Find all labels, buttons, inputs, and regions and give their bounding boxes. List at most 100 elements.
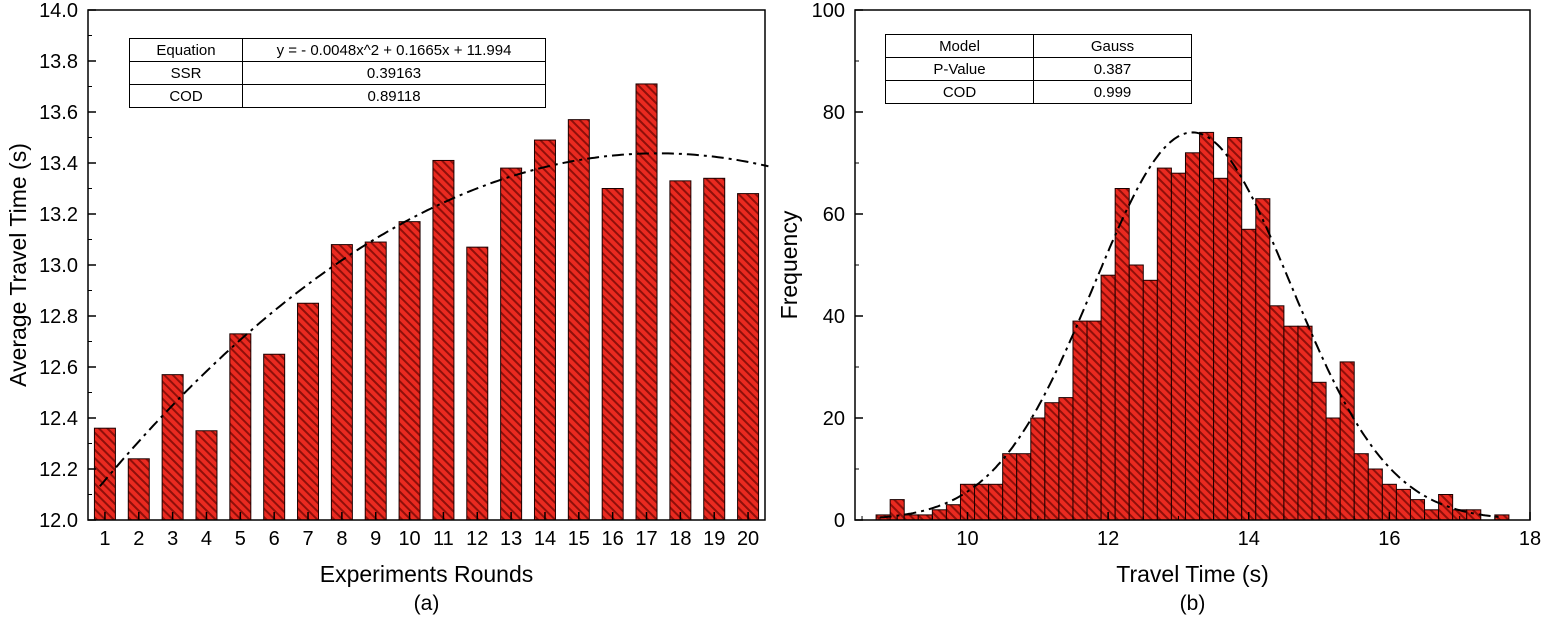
bar-round-17 [635,83,658,521]
histogram-bin [1072,320,1088,521]
histogram-bin [1227,137,1243,521]
inset-table-row: Model Gauss [885,34,1192,58]
y-axis-title: Average Travel Time (s) [5,143,31,387]
histogram-bin [1128,264,1144,521]
panel-caption-b: (b) [1179,592,1206,615]
inset-stat-name: Equation [129,38,243,62]
y-tick-label: 100 [812,0,845,22]
x-tick-label: 20 [737,528,759,550]
y-tick-label: 13.0 [39,255,78,277]
inset-stat-value: 0.39163 [242,61,546,85]
bar-round-9 [364,241,387,521]
bar-round-16 [601,188,624,521]
x-tick-label: 5 [235,528,246,550]
y-tick-label: 40 [823,306,845,328]
chart-b-travel-time-histogram: 0 20 40 60 80 100 10 12 14 16 18 Travel Time (s) Fre… [775,0,1549,626]
chart-a-average-travel-time: 12.0 12.2 12.4 12.6 12.8 13.0 13.2 13.4 13.6 13.8… [5,0,769,615]
inset-stat-name: SSR [129,61,243,85]
x-tick-label: 6 [269,528,280,550]
bar-round-7 [297,302,320,521]
x-tick-label: 14 [1238,528,1260,550]
histogram-bin [1241,228,1257,521]
histogram-bin [917,514,933,521]
histogram-bin [903,514,919,521]
x-tick-label: 15 [568,528,590,550]
histogram-bin [1409,499,1426,521]
histogram-bin [1297,325,1313,521]
histogram-bin [1199,131,1215,521]
x-tick-label: 1 [99,528,110,550]
inset-stat-value: Gauss [1033,34,1192,58]
avg-travel-time-bar-chart-canvas: 12.0 12.2 12.4 12.6 12.8 13.0 13.2 13.4 13.6 13.8… [5,0,769,587]
fit-statistics-table-a: Equation y = - 0.0048x^2 + 0.1665x + 11.9… [129,38,546,108]
bar-round-15 [567,119,590,521]
inset-stat-name: COD [885,80,1034,104]
x-tick-label: 16 [602,528,624,550]
bar-round-13 [500,167,523,521]
y-tick-label: 13.4 [39,153,78,175]
bar-round-8 [330,244,353,521]
inset-table-row: Equation y = - 0.0048x^2 + 0.1665x + 11.9… [129,38,546,62]
bar-round-5 [229,333,252,521]
inset-stat-value: 0.999 [1033,80,1192,104]
bar-round-3 [161,374,184,521]
y-tick-label: 13.6 [39,102,78,124]
x-tick-label: 3 [167,528,178,550]
histogram-bin [1325,417,1341,521]
histogram-bin [1367,468,1383,521]
bar-round-20 [737,193,760,521]
x-tick-label: 18 [1519,528,1541,550]
x-tick-label: 12 [466,528,488,550]
histogram-bin [1339,361,1355,521]
histogram-bin [1058,397,1074,521]
x-tick-label: 2 [133,528,144,550]
inset-stat-value: y = - 0.0048x^2 + 0.1665x + 11.994 [242,38,546,62]
x-axis-title: Travel Time (s) [1116,561,1269,587]
x-tick-label: 10 [398,528,420,550]
x-tick-label: 4 [201,528,212,550]
x-tick-label: 9 [370,528,381,550]
fit-statistics-table-b: Model Gauss P-Value 0.387 COD 0.999 [885,34,1192,104]
histogram-bin [1213,177,1229,521]
y-tick-label: 12.0 [39,510,78,532]
x-tick-label: 8 [336,528,347,550]
histogram-bin [1438,494,1454,521]
x-tick-label: 13 [500,528,522,550]
bar-round-1 [93,427,116,521]
x-tick-label: 10 [956,528,978,550]
x-tick-label: 7 [302,528,313,550]
histogram-bin [1283,325,1299,521]
gauss-fit-curve [879,131,1502,519]
histogram-bin [1311,381,1327,521]
histogram-bin [1156,167,1172,521]
y-tick-label: 12.2 [39,459,78,481]
inset-table-row: SSR 0.39163 [129,61,546,85]
y-tick-label: 0 [834,510,845,532]
inset-table-row: COD 0.89118 [129,84,546,108]
x-tick-label: 19 [703,528,725,550]
y-tick-label: 12.4 [39,408,78,430]
inset-stat-name: COD [129,84,243,108]
histogram-bin [1002,453,1018,521]
histogram-bin [974,483,990,521]
bar-round-18 [669,180,692,521]
bar-round-6 [263,353,286,521]
histogram-bin [1353,453,1369,521]
histogram-bin [1114,188,1130,521]
histogram-bin [931,509,947,521]
x-tick-label: 12 [1097,528,1119,550]
histogram-bin [1086,320,1102,521]
y-tick-label: 20 [823,408,845,430]
histogram-bin [1016,453,1032,521]
y-tick-label: 13.8 [39,51,78,73]
inset-table-row: COD 0.999 [885,80,1192,104]
panel-caption-a: (a) [413,592,440,615]
histogram-bin [1142,279,1158,521]
x-tick-label: 14 [534,528,556,550]
histogram-bin [1100,274,1116,521]
histogram-bin [1170,172,1186,521]
y-tick-label: 13.2 [39,204,78,226]
x-axis-title: Experiments Rounds [320,561,534,587]
bar-round-4 [195,430,218,521]
